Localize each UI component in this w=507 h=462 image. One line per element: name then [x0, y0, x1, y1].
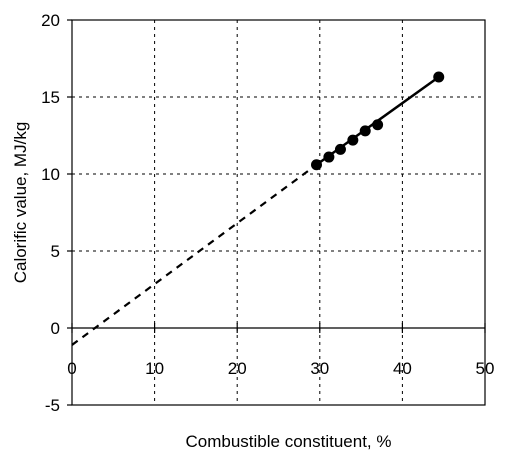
- y-axis: -5 0 5 10 15 20: [41, 11, 72, 415]
- x-tick-label: 10: [145, 359, 164, 378]
- x-tick-label: 0: [67, 359, 76, 378]
- data-point: [359, 125, 371, 137]
- data-point: [372, 119, 384, 131]
- x-tick-label: 30: [310, 359, 329, 378]
- data-point: [433, 71, 445, 83]
- x-tick-label: 40: [393, 359, 412, 378]
- y-tick-label: 10: [41, 165, 60, 184]
- y-tick-label: 15: [41, 88, 60, 107]
- y-tick-label: 0: [51, 319, 60, 338]
- x-axis: 0 10 20 30 40 50: [67, 323, 494, 378]
- grid: [72, 20, 485, 405]
- fit-lines: [71, 75, 440, 346]
- data-point: [347, 134, 359, 146]
- y-axis-title: Calorific value, MJ/kg: [11, 122, 30, 284]
- y-tick-label: -5: [45, 396, 60, 415]
- x-tick-label: 50: [476, 359, 495, 378]
- data-points: [310, 71, 445, 171]
- plot-frame: [71, 19, 486, 406]
- data-point: [334, 143, 346, 155]
- y-tick-label: 20: [41, 11, 60, 30]
- x-tick-label: 20: [228, 359, 247, 378]
- y-tick-label: 5: [51, 242, 60, 261]
- data-point: [310, 159, 322, 171]
- fit-line-extrapolated: [71, 163, 318, 346]
- x-axis-title: Combustible constituent, %: [186, 432, 392, 451]
- data-point: [323, 151, 335, 163]
